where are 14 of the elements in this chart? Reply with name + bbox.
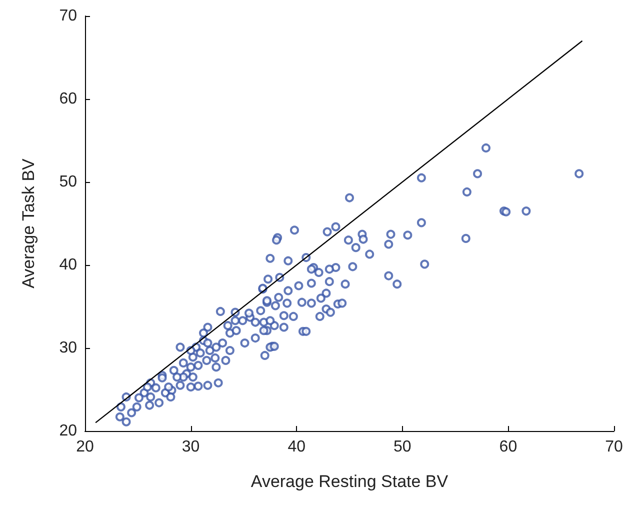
y-tick-label: 40 [59, 256, 78, 274]
y-tick-label: 30 [59, 340, 78, 356]
y-tick-label: 70 [59, 8, 78, 24]
x-axis-title: Average Resting State BV [250, 472, 449, 491]
x-tick-label: 70 [605, 438, 623, 456]
x-tick-label: 40 [288, 438, 306, 456]
x-tick-label: 30 [182, 438, 200, 456]
x-tick-label: 20 [76, 438, 94, 456]
x-tick-label: 50 [394, 438, 412, 456]
y-axis-title: Average Task BV [19, 158, 38, 288]
x-tick-label: 60 [499, 438, 518, 456]
y-tick-label: 60 [59, 90, 78, 108]
y-tick-label: 20 [59, 422, 78, 440]
y-tick-label: 50 [59, 174, 78, 190]
